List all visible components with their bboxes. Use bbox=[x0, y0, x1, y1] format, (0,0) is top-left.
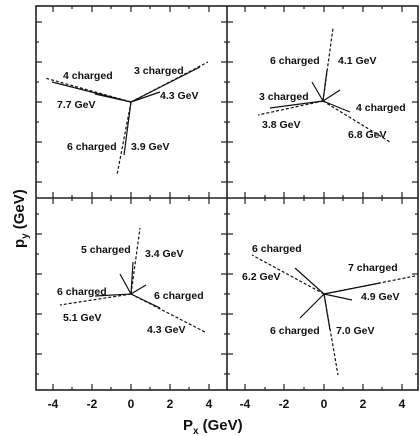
x-tick-label: 0 bbox=[321, 397, 328, 411]
x-tick-label: 0 bbox=[128, 397, 135, 411]
label-7-0-gev: 7.0 GeV bbox=[336, 325, 375, 337]
jet-line bbox=[322, 100, 351, 113]
panel-bottom-left: 5 charged 3.4 GeV 6 charged 6 charged 5.… bbox=[57, 227, 206, 336]
jet-line bbox=[94, 93, 132, 103]
label-4-1-gev: 4.1 GeV bbox=[338, 55, 377, 67]
x-tick-label: -4 bbox=[240, 397, 251, 411]
panel-top-right: 6 charged 4.1 GeV 3 charged 4 charged 3.… bbox=[257, 27, 406, 143]
label-5-charged: 5 charged bbox=[81, 244, 131, 256]
label-4-9-gev: 4.9 GeV bbox=[361, 291, 400, 303]
jet-line bbox=[257, 100, 324, 116]
label-5-1-gev: 5.1 GeV bbox=[63, 312, 102, 324]
x-axis-title: Px (GeV) bbox=[183, 417, 243, 436]
jet-line bbox=[322, 100, 391, 143]
label-7-charged: 7 charged bbox=[348, 262, 398, 274]
x-axis-title-unit: (GeV) bbox=[203, 417, 243, 434]
jet-lines bbox=[251, 254, 416, 376]
jet-line bbox=[311, 81, 324, 102]
jet-line bbox=[251, 254, 325, 295]
jet-line bbox=[323, 275, 416, 295]
x-tick-label: 2 bbox=[360, 397, 367, 411]
x-axis-title-symbol: P bbox=[183, 417, 193, 434]
label-6-8-gev: 6.8 GeV bbox=[348, 129, 387, 141]
jet-lines bbox=[59, 227, 206, 333]
jet-lines bbox=[44, 61, 209, 176]
label-3-8-gev: 3.8 GeV bbox=[262, 119, 301, 131]
jet-line bbox=[59, 293, 132, 306]
label-6-charged-bottom: 6 charged bbox=[270, 325, 320, 337]
label-3-4-gev: 3.4 GeV bbox=[145, 248, 184, 260]
x-tick-label: 4 bbox=[399, 397, 406, 411]
jet-line bbox=[130, 91, 161, 103]
x-tick-label: 2 bbox=[167, 397, 174, 411]
tick-marks bbox=[36, 6, 418, 390]
panel-top-left: 4 charged 3 charged 7.7 GeV 4.3 GeV 6 ch… bbox=[44, 61, 209, 176]
y-axis-title-unit: (GeV) bbox=[11, 189, 28, 229]
label-3-charged: 3 charged bbox=[259, 91, 309, 103]
label-4-3-gev: 4.3 GeV bbox=[160, 90, 199, 102]
label-4-charged: 4 charged bbox=[356, 102, 406, 114]
jet-line bbox=[269, 100, 324, 109]
jet-line bbox=[119, 273, 132, 295]
x-tick-label: 4 bbox=[206, 397, 213, 411]
jet-line bbox=[323, 293, 353, 301]
jet-lines bbox=[257, 27, 391, 143]
label-6-2-gev: 6.2 GeV bbox=[242, 271, 281, 283]
y-axis-title-symbol: p bbox=[11, 239, 28, 248]
y-axis-title-subscript: y bbox=[20, 233, 31, 239]
label-6-charged: 6 charged bbox=[270, 55, 320, 67]
label-3-charged: 3 charged bbox=[134, 65, 184, 77]
jet-line bbox=[116, 101, 132, 176]
label-6-charged-left: 6 charged bbox=[57, 286, 107, 298]
jet-line bbox=[323, 293, 339, 376]
label-6-charged-right: 6 charged bbox=[154, 290, 204, 302]
x-tick-label: -2 bbox=[87, 397, 98, 411]
jet-line bbox=[130, 293, 206, 333]
jet-line bbox=[130, 227, 141, 295]
label-4-3-gev: 4.3 GeV bbox=[147, 324, 186, 336]
jet-line bbox=[130, 284, 147, 295]
jet-line bbox=[299, 293, 325, 319]
label-7-7-gev: 7.7 GeV bbox=[57, 99, 96, 111]
x-tick-label: -4 bbox=[48, 397, 59, 411]
jet-line bbox=[294, 267, 325, 295]
label-4-charged: 4 charged bbox=[63, 70, 113, 82]
label-3-9-gev: 3.9 GeV bbox=[131, 141, 170, 153]
jet-line bbox=[123, 101, 132, 156]
x-tick-labels: -4 -2 0 2 4 -4 -2 0 2 4 bbox=[48, 397, 406, 411]
jet-line bbox=[322, 27, 334, 102]
jet-line bbox=[322, 89, 341, 102]
label-6-charged-top: 6 charged bbox=[252, 243, 302, 255]
panel-bottom-right: 6 charged 7 charged 6.2 GeV 4.9 GeV 6 ch… bbox=[242, 243, 416, 376]
x-axis-title-subscript: x bbox=[193, 426, 199, 436]
y-axis-title: py (GeV) bbox=[11, 189, 31, 248]
x-tick-label: -2 bbox=[279, 397, 290, 411]
label-6-charged: 6 charged bbox=[67, 141, 117, 153]
jet-line bbox=[130, 61, 209, 103]
